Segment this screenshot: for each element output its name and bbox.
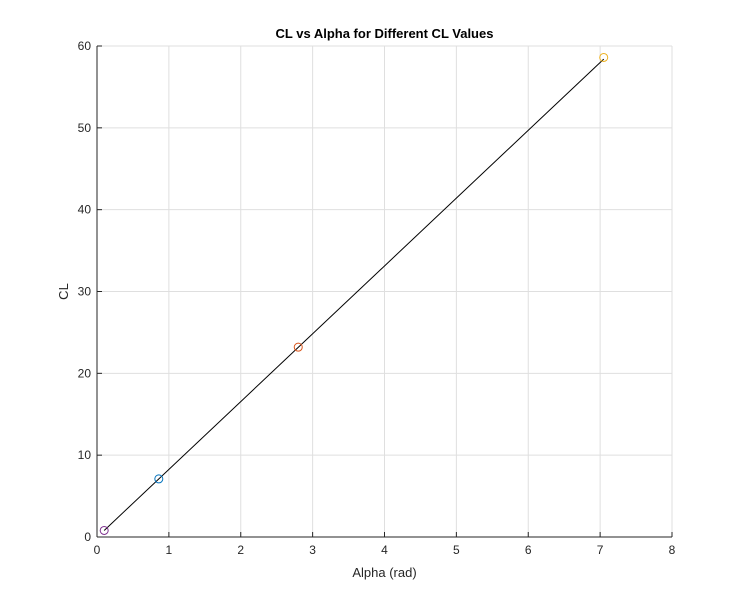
y-tick-label: 30 (78, 285, 92, 299)
y-tick-label: 50 (78, 121, 92, 135)
data-point (599, 52, 609, 62)
x-axis-label: Alpha (rad) (352, 565, 416, 580)
x-tick-label: 6 (525, 543, 532, 557)
x-ticks: 0 1 2 3 4 5 6 7 8 (94, 532, 676, 557)
data-points (99, 52, 609, 535)
x-tick-label: 7 (597, 543, 604, 557)
x-tick-label: 2 (237, 543, 244, 557)
x-tick-label: 8 (669, 543, 676, 557)
y-tick-label: 40 (78, 203, 92, 217)
data-point (293, 342, 303, 352)
x-tick-label: 1 (166, 543, 173, 557)
cl-line (103, 58, 605, 531)
y-ticks: 0 10 20 30 40 50 60 (78, 39, 102, 544)
x-tick-label: 0 (94, 543, 101, 557)
y-axis-label: CL (56, 283, 71, 300)
x-tick-label: 5 (453, 543, 460, 557)
y-tick-label: 60 (78, 39, 92, 53)
y-tick-label: 0 (84, 530, 91, 544)
y-tick-label: 20 (78, 366, 92, 380)
grid (96, 45, 673, 538)
data-point (154, 474, 164, 484)
chart-title: CL vs Alpha for Different CL Values (276, 26, 494, 41)
y-tick-label: 10 (78, 448, 92, 462)
x-tick-label: 3 (309, 543, 316, 557)
data-point (99, 525, 109, 535)
series (103, 58, 605, 531)
x-tick-label: 4 (381, 543, 388, 557)
